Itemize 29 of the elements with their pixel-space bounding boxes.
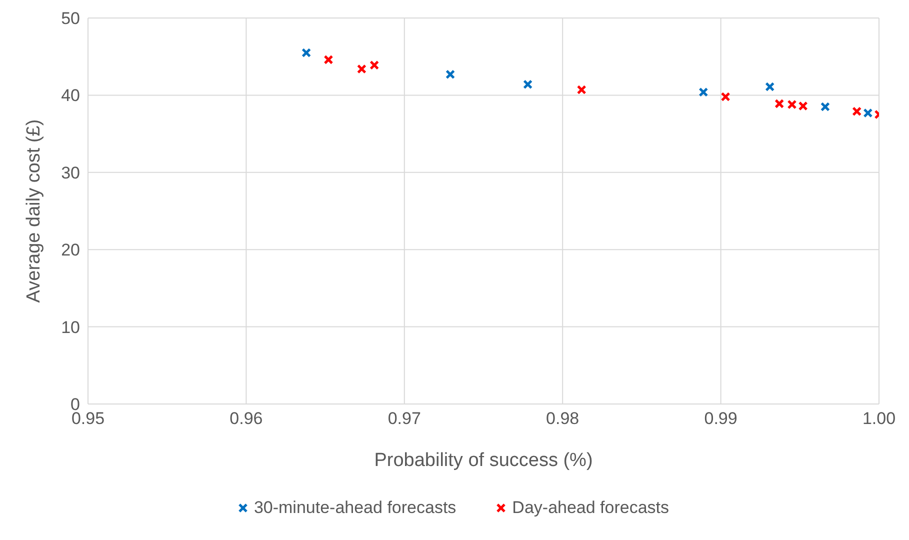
point bbox=[698, 87, 708, 97]
y-axis-title: Average daily cost (£) bbox=[24, 119, 45, 303]
x-tick-label: 0.95 bbox=[71, 409, 105, 428]
x-tick-label: 1.00 bbox=[862, 409, 896, 428]
point bbox=[576, 85, 586, 95]
point bbox=[523, 80, 533, 90]
x-axis-title: Probability of success (%) bbox=[374, 450, 593, 471]
point bbox=[446, 70, 456, 80]
y-tick-label: 10 bbox=[61, 318, 80, 337]
x-tick-label: 0.96 bbox=[230, 409, 263, 428]
point bbox=[852, 106, 862, 116]
point bbox=[720, 92, 730, 102]
point bbox=[820, 102, 830, 112]
y-tick-label: 30 bbox=[61, 163, 80, 182]
y-tick-label: 40 bbox=[61, 86, 80, 106]
point bbox=[765, 82, 775, 92]
point bbox=[863, 108, 873, 118]
x-tick-label: 0.98 bbox=[546, 409, 580, 428]
point bbox=[774, 98, 784, 108]
x-tick-label: 0.99 bbox=[704, 409, 738, 428]
x-tick-label: 0.97 bbox=[388, 409, 421, 428]
legend-label: 30-minute-ahead forecasts bbox=[252, 498, 456, 518]
point bbox=[370, 60, 380, 70]
point bbox=[324, 54, 334, 64]
legend-label: Day-ahead forecasts bbox=[511, 498, 670, 518]
point bbox=[302, 48, 312, 58]
y-tick-label: 20 bbox=[61, 240, 80, 260]
point bbox=[356, 64, 366, 74]
y-tick-label: 50 bbox=[61, 9, 80, 28]
